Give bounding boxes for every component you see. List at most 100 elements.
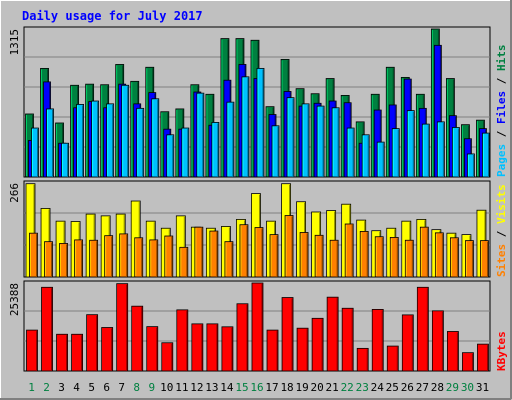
panel-1-legend: Pages / Files / Hits bbox=[495, 45, 508, 178]
kbytes-bar-fill bbox=[56, 333, 68, 372]
pages-bar-fill bbox=[421, 123, 430, 178]
day-label: 25 bbox=[386, 381, 399, 394]
sites-bar-fill bbox=[404, 239, 414, 278]
day-label: 11 bbox=[175, 381, 188, 394]
kbytes-bar-fill bbox=[71, 333, 83, 372]
sites-bar bbox=[74, 239, 83, 278]
sites-bar-fill bbox=[209, 230, 219, 278]
kbytes-bar bbox=[161, 342, 174, 372]
day-label: 3 bbox=[58, 381, 65, 394]
kbytes-bar-fill bbox=[477, 343, 489, 372]
kbytes-bar-fill bbox=[161, 342, 174, 372]
sites-bar-fill bbox=[89, 239, 99, 278]
sites-bar bbox=[404, 239, 414, 278]
kbytes-bar bbox=[326, 296, 339, 372]
pages-bar-fill bbox=[151, 98, 160, 178]
pages-bar bbox=[421, 123, 430, 178]
panel-2: 266 Sites / Visits bbox=[8, 180, 508, 278]
kbytes-bar-fill bbox=[462, 352, 474, 372]
sites-bar bbox=[44, 241, 53, 278]
sites-bar-fill bbox=[74, 239, 83, 278]
day-label: 6 bbox=[103, 381, 110, 394]
kbytes-bar bbox=[341, 307, 354, 372]
sites-bar bbox=[419, 226, 429, 278]
kbytes-bar bbox=[221, 326, 234, 372]
pages-bar-fill bbox=[376, 141, 385, 178]
pages-bar bbox=[181, 127, 190, 178]
day-label: 21 bbox=[326, 381, 339, 394]
pages-bar-fill bbox=[121, 84, 130, 178]
sites-bar bbox=[179, 246, 189, 278]
sites-bar bbox=[344, 223, 354, 278]
sites-bar bbox=[269, 234, 279, 278]
panel-3: 25388 KBytes bbox=[8, 280, 508, 372]
day-label: 12 bbox=[190, 381, 203, 394]
sites-bar-fill bbox=[450, 237, 459, 278]
kbytes-bar bbox=[401, 314, 414, 372]
sites-bar bbox=[450, 237, 459, 278]
kbytes-bar bbox=[356, 347, 369, 372]
day-label: 16 bbox=[250, 381, 263, 394]
day-axis: 1 2 3 4 5 6 7 8 9 10 11 12 13 14 15 16 17 18 19 20 21 22 23 24 2… bbox=[28, 381, 489, 394]
sites-bar-fill bbox=[465, 240, 474, 278]
legend-item-visits: Visits bbox=[495, 184, 508, 224]
pages-bar bbox=[76, 104, 84, 178]
kbytes-bar-fill bbox=[447, 331, 459, 372]
panel-3-ymax-label: 25388 bbox=[8, 283, 21, 316]
kbytes-bar-fill bbox=[386, 345, 399, 372]
kbytes-bar bbox=[176, 309, 189, 372]
pages-bar bbox=[271, 125, 280, 178]
pages-bar-fill bbox=[271, 125, 280, 178]
kbytes-bar-fill bbox=[101, 327, 114, 372]
sites-bar-fill bbox=[344, 223, 354, 278]
kbytes-bar-fill bbox=[116, 283, 129, 372]
panel-2-ymax-label: 266 bbox=[8, 183, 21, 203]
kbytes-bar bbox=[146, 326, 159, 372]
sites-bar-fill bbox=[299, 232, 309, 278]
pages-bar-fill bbox=[316, 105, 325, 178]
legend-separator: / bbox=[495, 224, 508, 244]
pages-bar-fill bbox=[436, 121, 445, 178]
day-label: 9 bbox=[148, 381, 155, 394]
pages-bar-fill bbox=[76, 104, 84, 178]
kbytes-bar-fill bbox=[86, 314, 99, 372]
sites-bar bbox=[209, 230, 219, 278]
sites-bar bbox=[59, 243, 68, 278]
pages-bar bbox=[256, 67, 265, 178]
sites-bar bbox=[389, 237, 399, 278]
kbytes-bar bbox=[26, 329, 38, 372]
pages-bar bbox=[106, 103, 115, 178]
pages-bar-fill bbox=[391, 128, 400, 178]
day-label: 24 bbox=[371, 381, 385, 394]
pages-bar-fill bbox=[452, 127, 460, 178]
pages-bar bbox=[301, 103, 310, 178]
pages-bar bbox=[91, 100, 100, 178]
sites-bar bbox=[314, 234, 324, 278]
kbytes-bar-fill bbox=[26, 329, 38, 372]
kbytes-bar bbox=[416, 286, 429, 372]
kbytes-bar-fill bbox=[266, 329, 279, 372]
pages-bar bbox=[166, 134, 175, 178]
legend-item-files: Files bbox=[495, 91, 508, 124]
kbytes-bar bbox=[251, 282, 264, 372]
pages-bar bbox=[211, 122, 220, 178]
kbytes-bar bbox=[311, 317, 324, 372]
pages-bar-fill bbox=[136, 107, 145, 178]
day-label: 17 bbox=[265, 381, 278, 394]
kbytes-bar-fill bbox=[401, 314, 414, 372]
kbytes-bar bbox=[386, 345, 399, 372]
legend-item-kbytes: KBytes bbox=[495, 331, 508, 371]
sites-bar-fill bbox=[44, 241, 53, 278]
kbytes-bar-fill bbox=[146, 326, 159, 372]
pages-bar bbox=[467, 153, 475, 178]
sites-bar-fill bbox=[134, 237, 144, 278]
pages-bar bbox=[151, 98, 160, 178]
kbytes-bar bbox=[431, 310, 444, 372]
sites-bar bbox=[224, 241, 234, 278]
pages-bar-fill bbox=[181, 127, 190, 178]
kbytes-bar-fill bbox=[371, 309, 384, 372]
kbytes-bar-fill bbox=[191, 323, 204, 372]
sites-bar bbox=[480, 240, 489, 278]
